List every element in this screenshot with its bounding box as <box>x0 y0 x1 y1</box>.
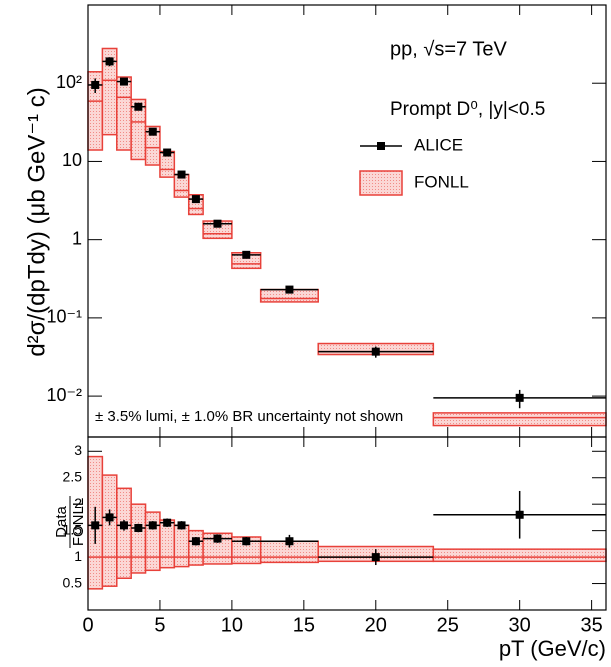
y-tick-label: 2.5 <box>63 468 83 484</box>
y-tick-label: 3 <box>74 442 82 458</box>
y-tick-label: 0.5 <box>63 574 83 590</box>
y-tick-label: 10² <box>56 72 82 92</box>
data-point <box>91 80 100 89</box>
data-point <box>177 521 186 530</box>
data-point <box>213 534 222 543</box>
y-tick-label: 10⁻² <box>46 385 82 405</box>
legend-label: FONLL <box>414 172 469 191</box>
fonll-band <box>432 412 607 427</box>
frame <box>87 4 607 438</box>
y-axis-label: Data <box>53 506 70 538</box>
data-point <box>191 537 200 546</box>
data-point <box>134 523 143 532</box>
y-tick-label: 1 <box>72 228 82 248</box>
data-point <box>163 518 172 527</box>
x-tick-label: 10 <box>221 614 243 636</box>
data-point <box>148 521 157 530</box>
x-axis-label: pT (GeV/c) <box>499 636 606 661</box>
y-tick-label: 10 <box>62 150 82 170</box>
data-point <box>148 127 157 136</box>
data-point <box>134 102 143 111</box>
x-tick-label: 25 <box>437 614 459 636</box>
fonll-band <box>432 548 607 563</box>
legend-label: ALICE <box>414 135 463 154</box>
data-point <box>515 393 524 402</box>
fonll-band <box>144 125 161 166</box>
x-tick-label: 20 <box>365 614 387 636</box>
y-tick-label: 2 <box>74 495 82 511</box>
y-tick-label: 1 <box>74 548 82 564</box>
data-point <box>177 170 186 179</box>
data-point <box>163 148 172 157</box>
y-axis-label: d²σ/(dpTdy) (μb GeV⁻¹ c) <box>23 87 50 356</box>
y-tick-label: 1.5 <box>63 521 83 537</box>
fonll-band <box>159 519 176 569</box>
data-point <box>515 510 524 519</box>
data-point <box>105 513 114 522</box>
fonll-band <box>144 511 161 572</box>
fonll-band <box>173 524 190 568</box>
x-tick-label: 15 <box>293 614 315 636</box>
y-axis-label: FONLL <box>70 498 87 546</box>
data-point <box>371 553 380 562</box>
data-point <box>191 195 200 204</box>
y-tick-label: 10⁻¹ <box>46 307 82 327</box>
data-point <box>105 57 114 66</box>
annotation: ± 3.5% lumi, ± 1.0% BR uncertainty not s… <box>95 408 403 425</box>
fonll-band <box>187 529 204 566</box>
fonll-band <box>116 487 132 580</box>
data-point <box>371 347 380 356</box>
data-point <box>242 250 251 259</box>
fonll-band <box>130 503 147 574</box>
x-tick-label: 30 <box>509 614 531 636</box>
x-tick-label: 35 <box>580 614 602 636</box>
frame <box>87 436 607 611</box>
fonll-band <box>101 474 118 587</box>
annotation: pp, √s=7 TeV <box>390 38 507 60</box>
annotation: Prompt D⁰, |y|<0.5 <box>390 99 545 120</box>
data-point <box>213 219 222 228</box>
data-point <box>91 521 100 530</box>
fonll-band <box>116 76 132 151</box>
x-tick-label: 0 <box>82 614 93 636</box>
data-point <box>285 537 294 546</box>
legend-marker <box>377 142 385 150</box>
data-point <box>242 537 251 546</box>
data-point <box>119 77 128 86</box>
data-point <box>119 521 128 530</box>
data-point <box>285 285 294 294</box>
x-tick-label: 5 <box>154 614 165 636</box>
legend-swatch <box>359 170 403 196</box>
